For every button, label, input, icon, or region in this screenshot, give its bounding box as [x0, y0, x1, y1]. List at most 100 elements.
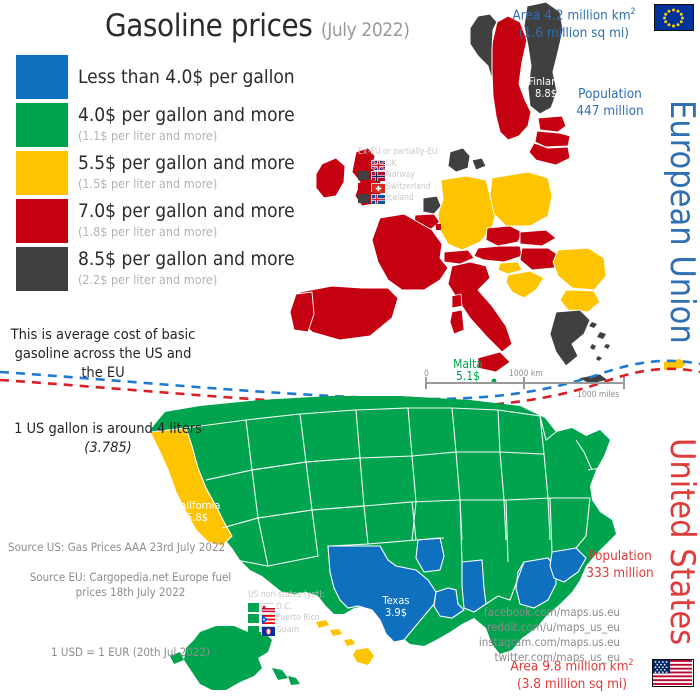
social-link-facebook[interactable]: facebook.com/maps.us.eu [484, 605, 620, 619]
state-louisiana [433, 587, 465, 619]
ex-eu-legend-header: Ex-EU or partially-EU: [358, 147, 441, 157]
us-non-states-row: D.C. [248, 601, 325, 613]
legend-swatch-blue [16, 55, 68, 99]
eu-area-line1: Area 4.2 million km2 [500, 4, 648, 25]
legend-swatch-green [16, 103, 68, 147]
region-corsica [451, 293, 463, 309]
state-texas [327, 545, 437, 643]
country-czechia [485, 225, 523, 247]
country-poland [489, 171, 553, 227]
eu-area-text: Area 4.2 million km [512, 7, 631, 24]
eu-stars [663, 8, 684, 28]
eu-population-stat: Population 447 million [565, 86, 655, 120]
legend-swatch-red [16, 199, 68, 243]
social-link-reddit[interactable]: reddit.com/u/maps_us_eu [487, 620, 620, 634]
state-hawaii [316, 620, 374, 665]
country-germany [437, 175, 497, 251]
us-non-states-swatch [248, 625, 259, 635]
social-link-twitter[interactable]: twitter.com/maps_us_eu [494, 650, 620, 664]
legend-swatch-dark [16, 247, 68, 291]
country-romania [552, 247, 607, 291]
scale-label-zero: 0 [424, 369, 429, 379]
scale-label-km: 1000 km [509, 369, 543, 379]
norway-flag-icon [371, 171, 385, 181]
dc-flag-icon [261, 602, 275, 613]
eu-flag-icon [654, 4, 694, 31]
us-non-states-row: Puerto Rico [248, 613, 325, 624]
ex-eu-swatch [358, 194, 369, 203]
legend-sublabel: (1.8$ per liter and more) [78, 224, 218, 239]
ex-eu-legend: Ex-EU or partially-EU: UK Norway Switzer… [358, 147, 440, 205]
us-area-line1: Area 9.8 million km2 [502, 655, 642, 676]
country-ireland [315, 157, 346, 199]
note-average-cost: This is average cost of basic gasoline a… [10, 327, 196, 381]
ex-eu-label: UK [386, 158, 397, 169]
us-pop-line2: 333 million [586, 565, 654, 581]
ex-eu-label: Norway [386, 170, 416, 180]
social-link-instagram[interactable]: instagram.com/maps.us.eu [478, 635, 620, 649]
eu-area-stat: Area 4.2 million km2 (1.6 million sq mi) [500, 4, 648, 42]
country-bulgaria [559, 289, 601, 313]
legend-label: Less than 4.0$ per gallon [78, 66, 295, 88]
state-south-carolina [549, 547, 587, 583]
us-non-states-swatch [248, 602, 259, 612]
ex-eu-label: Switzerland [386, 181, 431, 192]
country-france [371, 213, 449, 291]
ex-eu-legend-row: Norway [358, 170, 440, 181]
us-non-states-label: Puerto Rico [276, 613, 320, 623]
uk-flag-icon [371, 159, 385, 170]
source-us: Source US: Gas Prices AAA 23rd July 2022 [8, 540, 226, 554]
country-portugal [289, 291, 315, 333]
us-area-superscript: 2 [628, 658, 634, 668]
legend-sublabel: (1.1$ per liter and more) [78, 128, 218, 143]
eu-area-superscript: 2 [630, 7, 636, 17]
ex-eu-legend-row: Switzerland [358, 181, 440, 193]
ex-eu-swatch [358, 182, 369, 192]
note-gallon-line1: 1 US gallon is around 4 liters [14, 421, 202, 437]
guam-flag-icon [261, 625, 275, 636]
ex-eu-legend-row: UK [358, 158, 440, 170]
legend-label: 7.0$ per gallon and more [78, 200, 295, 222]
note-gallon-liters: 1 US gallon is around 4 liters (3.785) [8, 420, 208, 458]
us-population-stat: Population 333 million [570, 548, 670, 582]
us-area-stat: Area 9.8 million km2 (3.8 million sq mi) [502, 655, 642, 693]
country-sweden [490, 15, 532, 141]
legend-sublabel: (1.5$ per liter and more) [78, 176, 218, 191]
usa-mainland [150, 396, 616, 654]
eu-pop-line1: Population [578, 86, 642, 102]
region-sardinia [449, 309, 465, 335]
country-luxembourg [436, 224, 441, 230]
state-boundaries [185, 407, 607, 605]
region-sicily [477, 351, 511, 373]
country-croatia [505, 270, 545, 299]
note-gallon-line2: (3.785) [84, 440, 132, 456]
scale-bar: 0 1000 km 1000 miles [424, 369, 627, 400]
legend-swatch-yellow [16, 151, 68, 195]
scale-bar-line [425, 382, 625, 384]
us-flag-svg [653, 660, 692, 685]
ex-eu-label: Iceland [386, 193, 414, 203]
country-slovenia [497, 261, 523, 275]
state-mississippi [461, 559, 487, 613]
eu-title: European Union [662, 100, 700, 344]
scale-tick-0 [425, 377, 427, 389]
us-non-states-legend: US non-states (yet): D.C. Puerto Rico Gu… [248, 590, 325, 637]
us-non-states-label: D.C. [276, 601, 293, 612]
country-lithuania [528, 142, 571, 166]
us-area-line2: (3.8 million sq mi) [516, 675, 628, 692]
us-non-states-header: US non-states (yet): [248, 590, 325, 600]
source-eu-line2: prices 18th July 2022 [75, 585, 186, 599]
us-non-states-label: Guam [276, 624, 299, 635]
country-netherlands [422, 195, 442, 215]
source-exchange-rate: 1 USD = 1 EUR (20th Jul 2022) [51, 645, 210, 659]
europe-map [289, 1, 686, 385]
us-flag-icon [652, 659, 694, 687]
usa-map [149, 396, 616, 690]
state-california [149, 427, 233, 547]
country-switzerland [443, 249, 475, 265]
country-estonia [537, 115, 567, 133]
puerto-rico-flag-icon [261, 614, 275, 624]
source-eu-line1: Source EU: Cargopedia.net Europe fuel [29, 570, 232, 584]
switzerland-flag-icon [371, 182, 385, 193]
